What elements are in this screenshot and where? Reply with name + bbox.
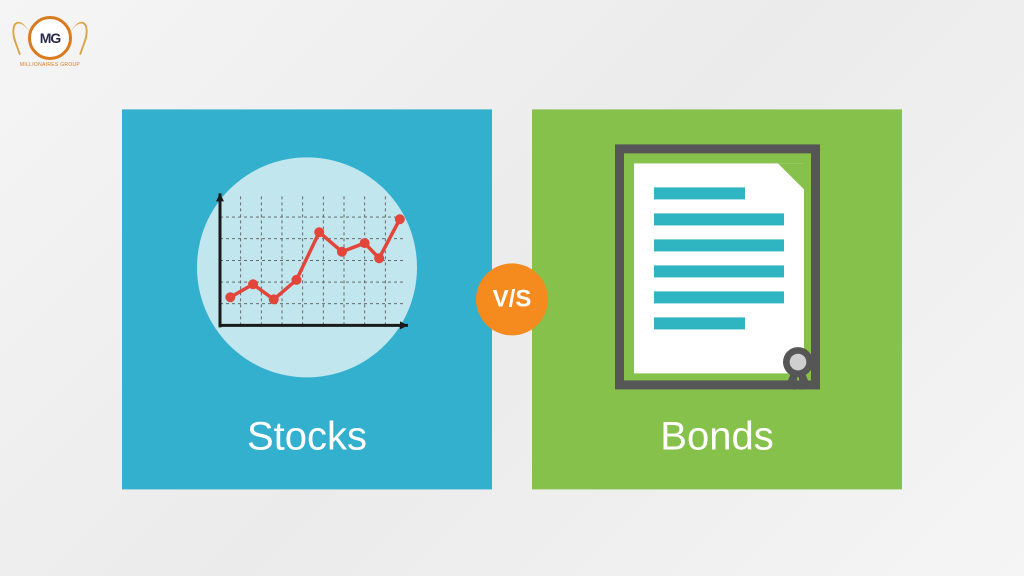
bonds-label: Bonds <box>660 414 773 459</box>
vs-text: V/S <box>493 285 532 313</box>
stocks-icon-area <box>142 129 472 404</box>
vs-badge: V/S <box>476 263 548 335</box>
line-chart-icon <box>202 187 412 347</box>
document-line <box>654 187 745 199</box>
bonds-panel: Bonds <box>532 109 902 489</box>
logo-initials: MG <box>40 30 61 46</box>
document-line <box>654 291 784 303</box>
document-icon <box>615 144 820 389</box>
document-line <box>654 239 784 251</box>
document-line <box>654 265 784 277</box>
document-line <box>654 213 784 225</box>
seal-icon <box>773 340 823 390</box>
stocks-chart-circle <box>197 157 417 377</box>
stocks-label: Stocks <box>247 414 367 459</box>
logo-badge: MG <box>28 16 72 60</box>
comparison-container: Stocks V/S Bonds <box>122 109 902 489</box>
bonds-icon-area <box>552 129 882 404</box>
logo-subtitle: MILLIONAIRES GROUP <box>20 62 80 68</box>
stocks-panel: Stocks <box>122 109 492 489</box>
brand-logo: MG MILLIONAIRES GROUP <box>15 12 85 72</box>
document-line <box>654 317 745 329</box>
